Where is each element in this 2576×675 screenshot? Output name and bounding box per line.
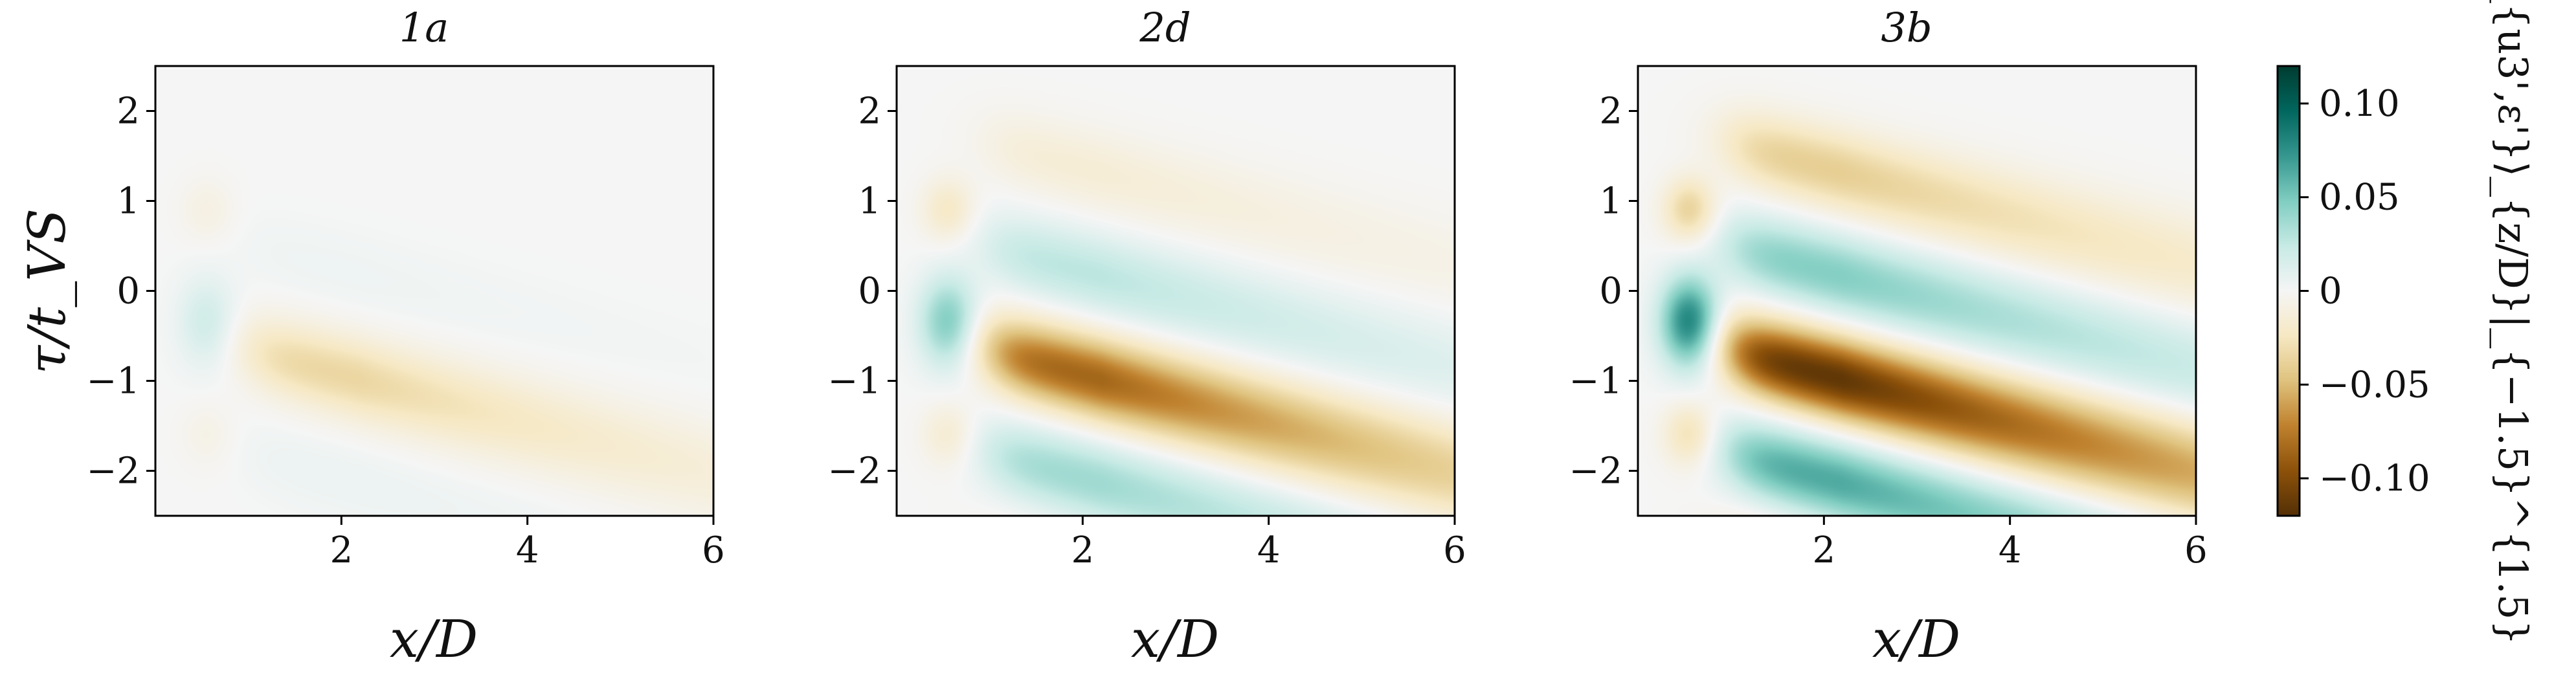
panel-1: 1a 2 4 6 2 1 0 −1 −2 [86, 4, 724, 571]
x-tick-label: 2 [1813, 529, 1836, 571]
x-axis-label: x/D [390, 609, 478, 669]
heatmap-1 [155, 66, 713, 516]
y-tick-label: 0 [117, 271, 140, 313]
y-tick-label: 0 [1599, 271, 1622, 313]
x-tick-label: 6 [702, 529, 725, 571]
x-tick-label: 4 [516, 529, 539, 571]
panel-title: 3b [1881, 4, 1932, 51]
colorbar-gradient [2276, 65, 2301, 517]
x-tick-label: 4 [1999, 529, 2022, 571]
x-tick-label: 6 [1443, 529, 1466, 571]
colorbar-label: ⟨R_{u3',ε'}⟩_{z/D}|_{−1.5}^{1.5} [2489, 0, 2537, 645]
x-tick-label: 4 [1257, 529, 1281, 571]
axis-ticks: 2 4 6 2 1 0 −1 −2 [827, 91, 1466, 572]
y-tick-label: 1 [117, 181, 140, 223]
axis-ticks: 2 4 6 2 1 0 −1 −2 [86, 91, 724, 572]
heatmap-3 [1638, 66, 2196, 516]
x-tick-label: 6 [2184, 529, 2208, 571]
y-tick-label: −1 [1569, 360, 1622, 403]
x-axis-label: x/D [1131, 609, 1219, 669]
x-axis-label: x/D [1872, 609, 1960, 669]
x-axis-labels: x/D x/D x/D [390, 609, 1960, 669]
y-axis-label: τ/t_VS [17, 208, 77, 374]
axis-ticks: 2 4 6 2 1 0 −1 −2 [1569, 91, 2207, 572]
y-tick-label: 2 [117, 91, 140, 133]
y-tick-label: −1 [86, 360, 140, 403]
colorbar: 0.10 0.05 0 −0.05 −0.10 ⟨R_{u3',ε'}⟩_{z/D}|_… [2276, 0, 2537, 645]
y-tick-label: −2 [86, 450, 140, 492]
colorbar-tick-label: 0.05 [2319, 177, 2400, 219]
y-tick-label: 2 [858, 91, 881, 133]
x-tick-label: 2 [330, 529, 353, 571]
colorbar-ticks: 0.10 0.05 0 −0.05 −0.10 [2300, 83, 2430, 500]
panel-3: 3b 2 4 6 2 1 0 −1 −2 [1569, 4, 2207, 571]
y-tick-label: −2 [827, 450, 881, 492]
y-tick-label: −2 [1569, 450, 1622, 492]
colorbar-tick-label: 0 [2319, 271, 2342, 313]
heatmap-2 [897, 66, 1455, 516]
panel-title: 1a [399, 4, 449, 51]
x-tick-label: 2 [1071, 529, 1095, 571]
y-tick-label: −1 [827, 360, 881, 403]
y-tick-label: 1 [1599, 181, 1622, 223]
y-tick-label: 2 [1599, 91, 1622, 133]
y-tick-label: 0 [858, 271, 881, 313]
y-tick-label: 1 [858, 181, 881, 223]
panel-title: 2d [1139, 4, 1191, 51]
panel-2: 2d 2 4 6 2 1 0 −1 −2 [827, 4, 1466, 571]
colorbar-tick-label: 0.10 [2319, 83, 2400, 125]
colorbar-tick-label: −0.05 [2319, 364, 2430, 406]
colorbar-tick-label: −0.10 [2319, 458, 2430, 500]
